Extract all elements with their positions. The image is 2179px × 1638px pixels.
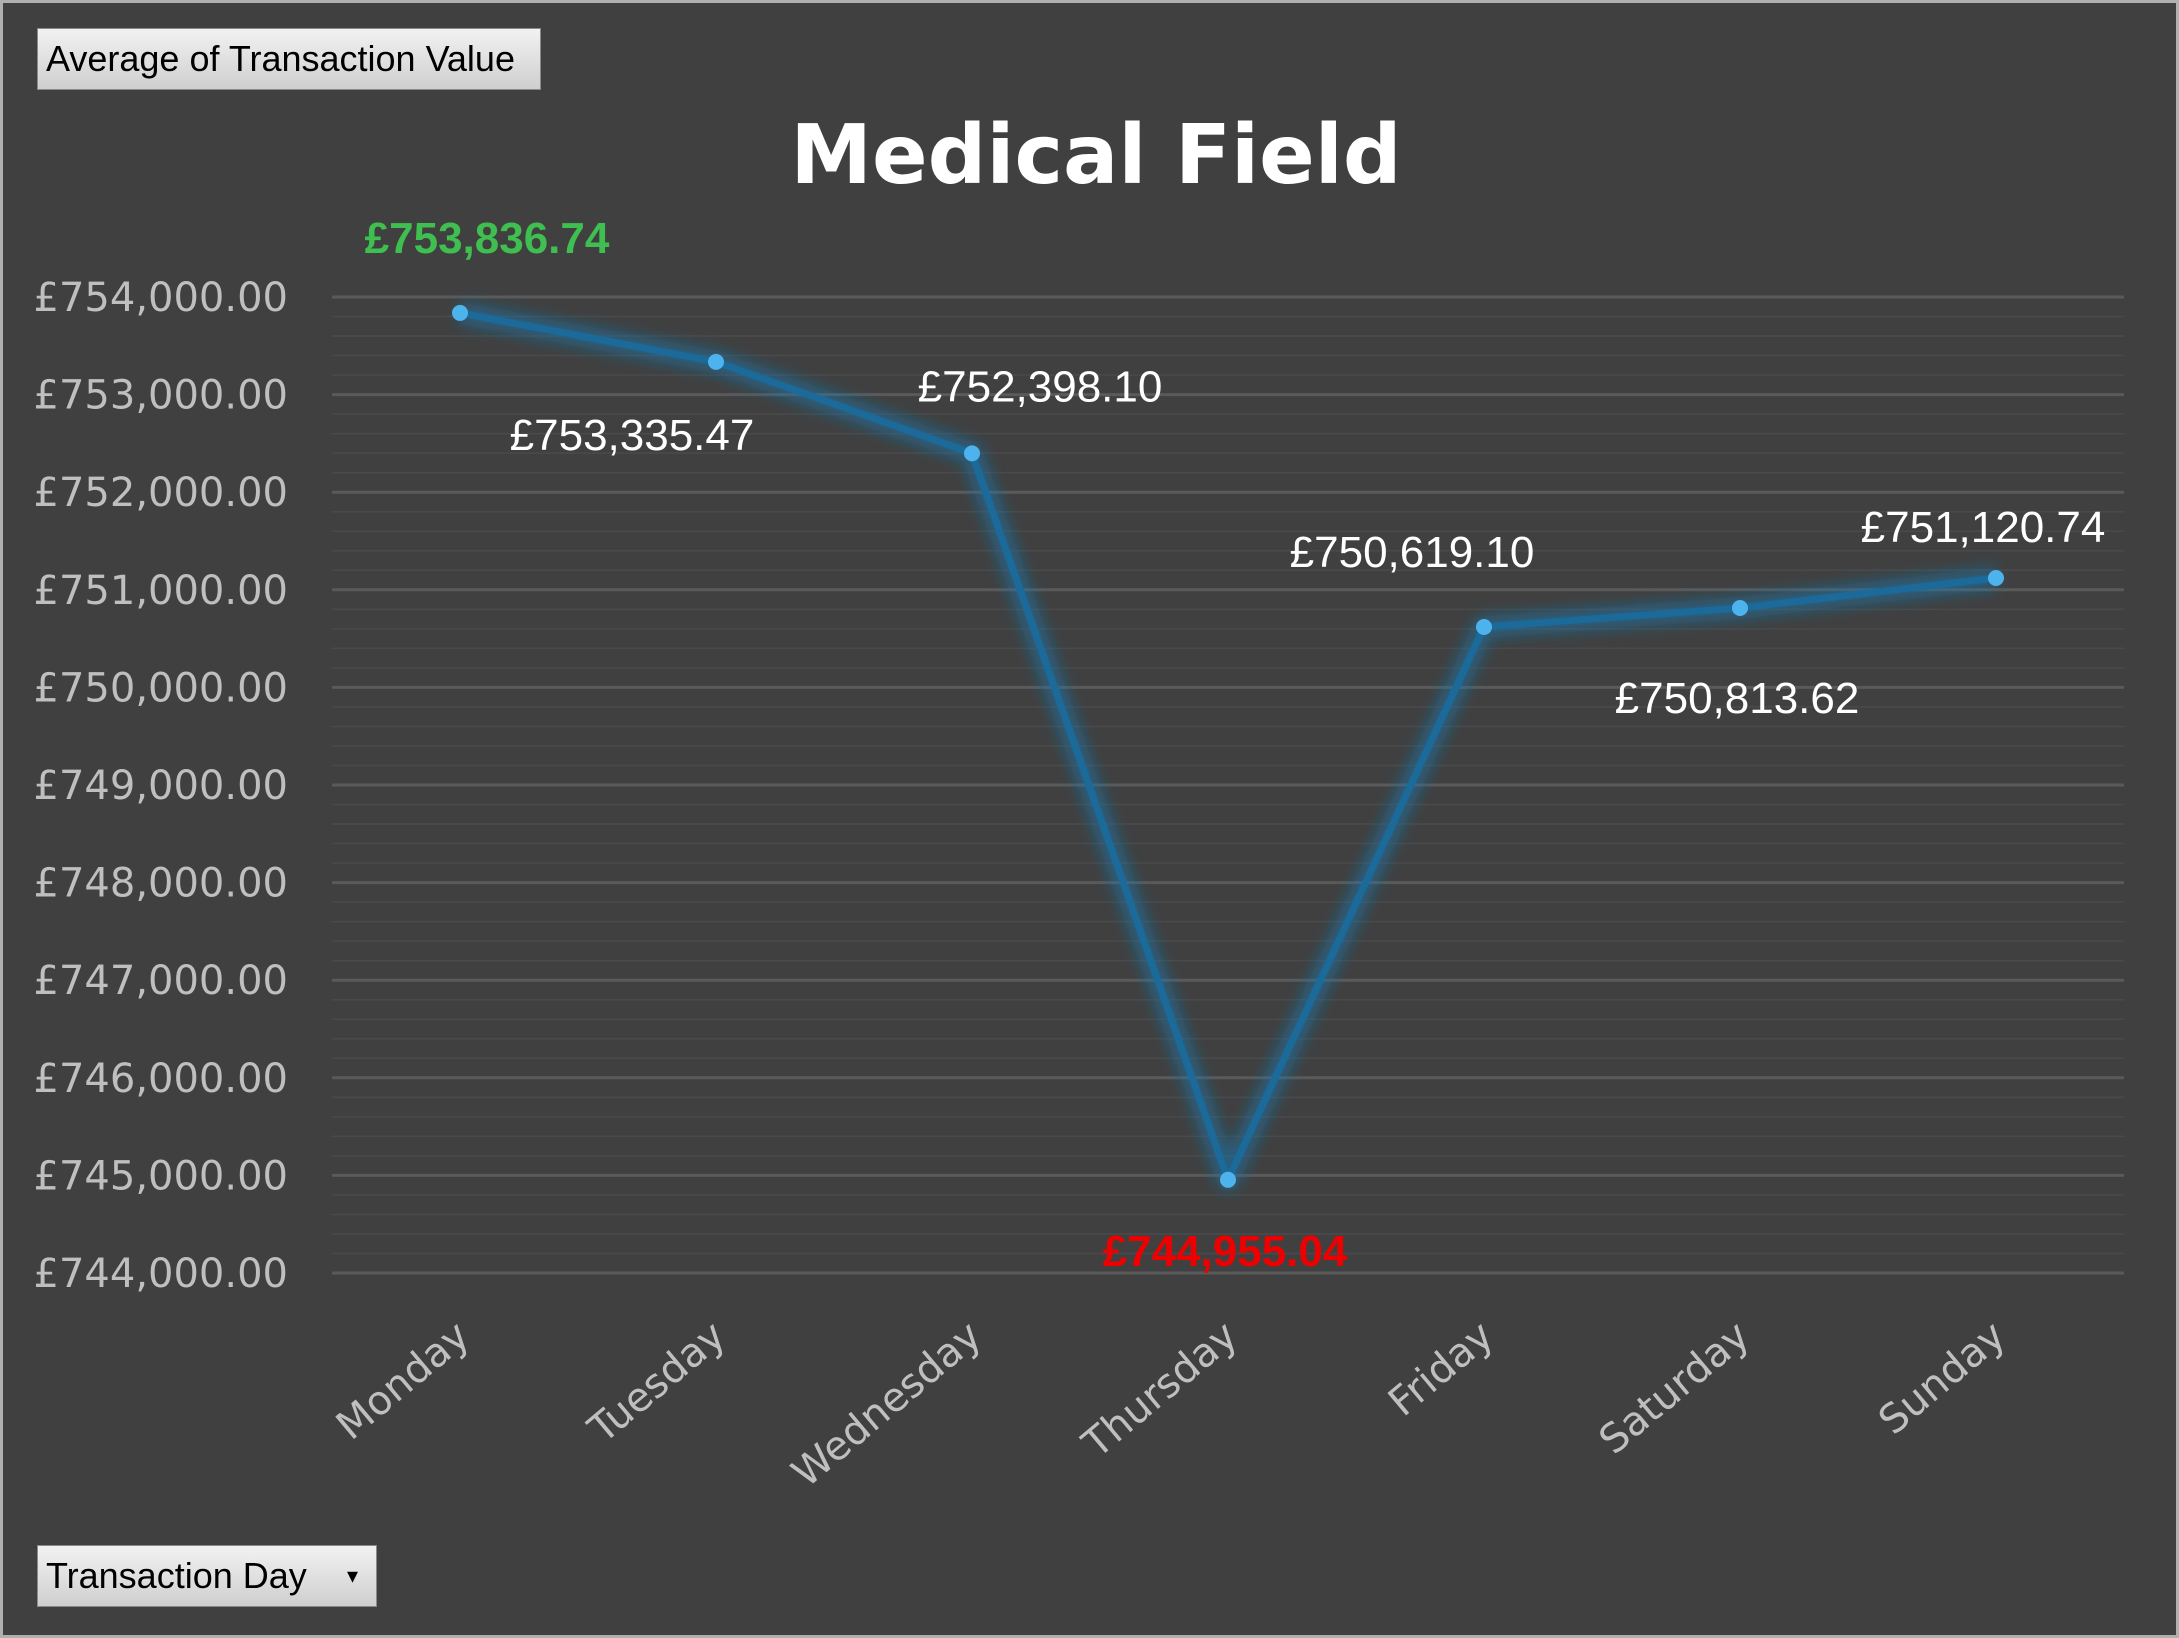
- data-point: [1732, 599, 1748, 616]
- y-tick-label: £750,000.00: [34, 665, 288, 711]
- data-point: [1476, 618, 1492, 635]
- x-tick-label: Saturday: [1591, 1312, 1759, 1463]
- gridlines: [332, 295, 2124, 1275]
- y-tick-label: £752,000.00: [34, 470, 288, 516]
- data-label: £750,619.10: [1290, 528, 1535, 577]
- data-label: £744,955.04: [1103, 1227, 1348, 1276]
- x-axis-ticks: Monday Tuesday Wednesday Thursday Friday Satu…: [328, 1312, 2015, 1496]
- x-tick-label: Thursday: [1074, 1312, 1247, 1467]
- y-tick-label: £753,000.00: [34, 373, 288, 419]
- y-tick-label: £751,000.00: [34, 568, 288, 614]
- series-markers: [452, 304, 2004, 1188]
- data-point: [964, 445, 980, 462]
- data-labels: £753,836.74 £753,335.47 £752,398.10 £744,95…: [365, 214, 2106, 1276]
- y-tick-label: £749,000.00: [34, 763, 288, 809]
- data-point: [708, 353, 724, 370]
- data-label: £750,813.62: [1615, 674, 1860, 723]
- data-label: £751,120.74: [1861, 503, 2106, 552]
- x-tick-label: Tuesday: [579, 1312, 734, 1452]
- data-point: [1988, 570, 2004, 587]
- y-tick-label: £754,000.00: [34, 275, 288, 321]
- y-axis-ticks: £754,000.00 £753,000.00 £752,000.00 £751,00…: [34, 275, 288, 1297]
- y-tick-label: £748,000.00: [34, 861, 288, 907]
- axis-field-label: Transaction Day: [46, 1555, 307, 1596]
- value-field-button[interactable]: Average of Transaction Value: [37, 28, 541, 90]
- data-point: [1220, 1171, 1236, 1188]
- value-field-label: Average of Transaction Value: [46, 38, 515, 79]
- y-tick-label: £745,000.00: [34, 1153, 288, 1199]
- data-label: £752,398.10: [918, 362, 1163, 411]
- x-tick-label: Sunday: [1870, 1312, 2014, 1443]
- chart-title: Medical Field: [790, 108, 1401, 203]
- y-tick-label: £747,000.00: [34, 958, 288, 1004]
- y-tick-label: £744,000.00: [34, 1251, 288, 1297]
- x-tick-label: Monday: [328, 1312, 479, 1449]
- x-tick-label: Wednesday: [783, 1312, 990, 1496]
- data-label: £753,836.74: [365, 214, 610, 263]
- x-tick-label: Friday: [1380, 1312, 1502, 1425]
- axis-field-button[interactable]: Transaction Day ▾: [37, 1545, 377, 1607]
- data-point: [452, 304, 468, 321]
- data-label: £753,335.47: [510, 411, 755, 460]
- y-tick-label: £746,000.00: [34, 1056, 288, 1102]
- dropdown-arrow-icon[interactable]: ▾: [346, 1563, 358, 1588]
